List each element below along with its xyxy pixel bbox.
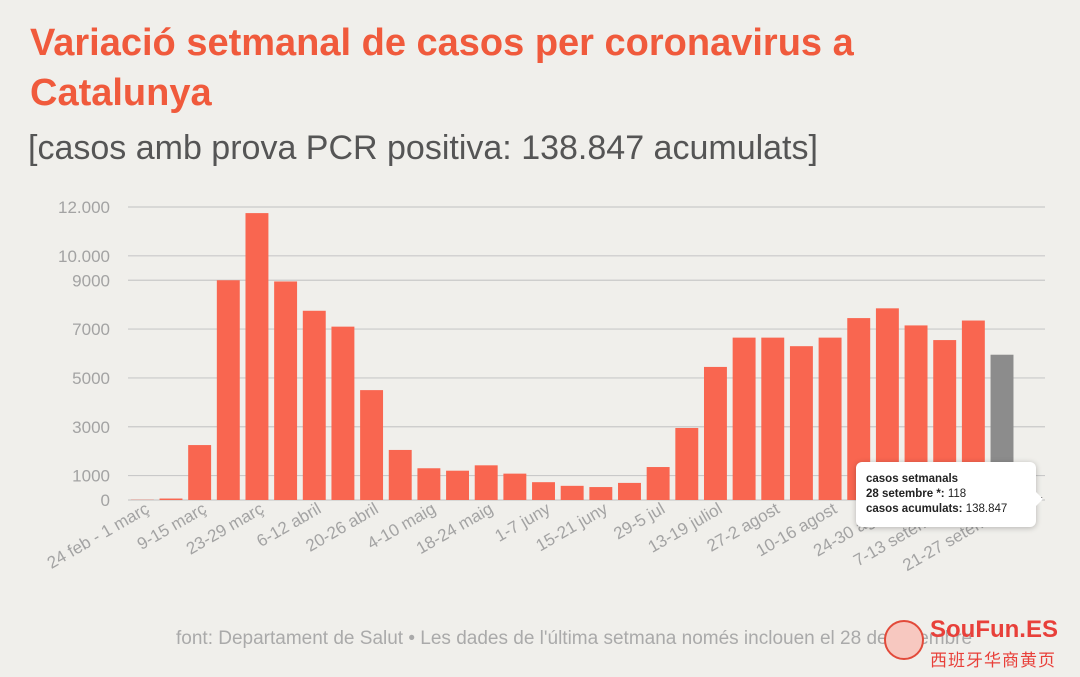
bar[interactable] [646, 467, 670, 500]
watermark-logo: SouFun.ES 西班牙华商黄页 [880, 610, 1075, 672]
chart-tooltip: casos setmanals 28 setembre *: 118 casos… [856, 462, 1043, 527]
tooltip-arrow [1036, 492, 1043, 506]
chart-title: Variació setmanal de casos per coronavir… [30, 22, 854, 114]
tooltip-title: casos setmanals [866, 473, 959, 485]
tooltip-week-value: 118 [947, 488, 967, 500]
bar[interactable] [961, 320, 985, 500]
bar[interactable] [532, 482, 555, 500]
logo-brand: SouFun.ES [930, 616, 1058, 643]
tooltip-cumulative-label: casos acumulats: [866, 503, 963, 515]
bar[interactable] [503, 473, 527, 500]
bar[interactable] [302, 310, 326, 500]
bar[interactable] [675, 427, 699, 500]
y-tick-label: 0 [101, 491, 110, 510]
bar[interactable] [331, 326, 355, 500]
bar[interactable] [847, 318, 871, 500]
bar[interactable] [159, 498, 183, 500]
y-tick-label: 7000 [72, 320, 110, 339]
bar[interactable] [245, 213, 269, 500]
bar[interactable] [417, 468, 441, 500]
y-tick-label: 9000 [72, 271, 110, 290]
chart-subtitle: [casos amb prova PCR positiva: 138.847 a… [28, 129, 818, 167]
bar[interactable] [618, 482, 641, 500]
bar[interactable] [933, 340, 957, 500]
bar[interactable] [589, 487, 613, 500]
bar[interactable] [446, 470, 470, 500]
bar[interactable] [388, 449, 412, 500]
bar[interactable] [789, 346, 813, 500]
logo-icon [884, 620, 924, 660]
bar[interactable] [216, 280, 240, 500]
y-tick-label: 1000 [72, 467, 110, 486]
bar[interactable] [474, 465, 498, 500]
bar[interactable] [904, 325, 928, 500]
tooltip-cumulative-value: 138.847 [965, 503, 1008, 515]
bar[interactable] [732, 337, 756, 500]
y-tick-label: 12.000 [58, 198, 110, 217]
bar[interactable] [274, 281, 298, 500]
bar[interactable] [875, 308, 899, 500]
source-footer: font: Departament de Salut • Les dades d… [176, 628, 973, 649]
bar[interactable] [360, 390, 384, 500]
bar[interactable] [703, 366, 727, 500]
y-tick-label: 5000 [72, 369, 110, 388]
bar[interactable] [761, 337, 785, 500]
bar[interactable] [560, 485, 584, 500]
bar[interactable] [188, 445, 212, 500]
tooltip-week-label: 28 setembre *: [866, 488, 945, 500]
y-tick-label: 10.000 [58, 247, 110, 266]
bar[interactable] [818, 337, 842, 500]
y-tick-label: 3000 [72, 418, 110, 437]
logo-subtitle: 西班牙华商黄页 [930, 651, 1056, 670]
